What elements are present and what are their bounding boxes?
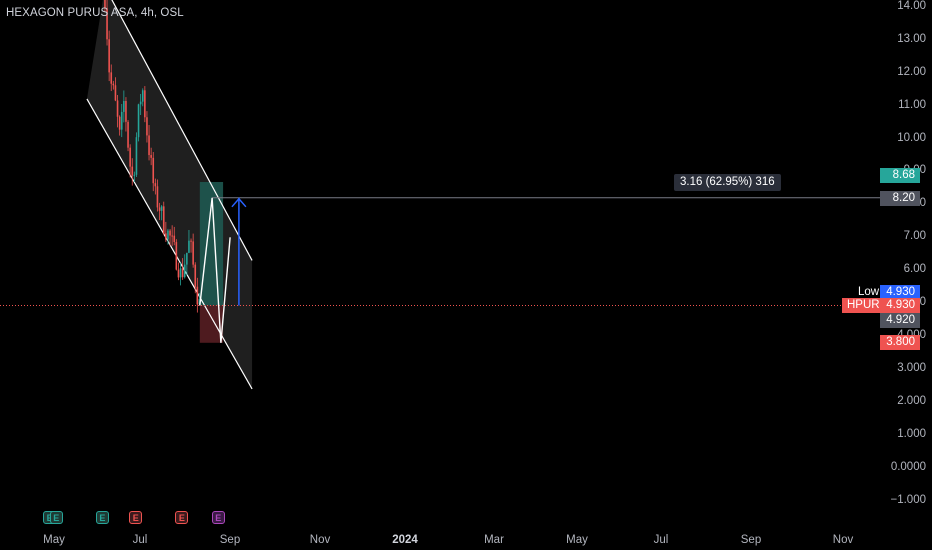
candle-body xyxy=(196,286,199,305)
cur-price-tag: 4.920 xyxy=(880,313,920,329)
candle-body xyxy=(104,0,106,9)
earnings-event-icon[interactable]: E xyxy=(175,511,189,524)
candle-body xyxy=(192,241,194,265)
line-price-tag: 8.20 xyxy=(880,191,920,207)
x-tick-label: Jul xyxy=(132,534,148,546)
candle-body xyxy=(150,155,152,158)
candle-body xyxy=(146,117,148,136)
x-tick-label: Jul xyxy=(653,534,669,546)
candle-body xyxy=(194,264,197,287)
candle-body xyxy=(169,230,171,236)
earnings-event-icon[interactable]: E xyxy=(49,511,63,524)
candle-body xyxy=(181,268,184,278)
stop-zone xyxy=(199,305,224,343)
y-tick-label: 10.00 xyxy=(897,131,926,144)
stop-price-tag: 3.800 xyxy=(880,335,920,351)
candle-body xyxy=(106,8,108,40)
y-tick-label: 6.00 xyxy=(903,263,926,276)
candle-body xyxy=(175,242,178,270)
earnings-event-icon[interactable]: E xyxy=(211,511,225,524)
y-tick-label: 12.00 xyxy=(897,65,926,78)
candle-body xyxy=(186,252,188,265)
candle-body xyxy=(112,83,115,86)
measure-arrow-head xyxy=(231,197,247,208)
candles xyxy=(104,0,201,313)
candle-body xyxy=(139,101,142,105)
candle-body xyxy=(183,264,186,278)
y-tick-label: 2.000 xyxy=(897,395,926,408)
y-tick-label: 7.00 xyxy=(903,230,926,243)
candle-body xyxy=(120,111,123,130)
candle-body xyxy=(173,235,176,243)
candle-body xyxy=(165,233,167,240)
x-tick-label: Nov xyxy=(309,534,331,546)
earnings-event-icon[interactable]: E xyxy=(95,511,109,524)
y-tick-label: −1.000 xyxy=(890,493,927,506)
candle-body xyxy=(141,90,144,102)
last-price-tag: 4.930 xyxy=(880,298,920,314)
measure-label: 3.16 (62.95%) 316 xyxy=(674,174,781,191)
x-tick-label: 2024 xyxy=(392,534,418,546)
last-prefix-tag: HPUR xyxy=(842,298,885,314)
candle-body xyxy=(177,269,180,278)
candle-body xyxy=(118,116,121,130)
y-tick-label: 11.00 xyxy=(898,98,926,111)
x-tick-label: Sep xyxy=(219,534,241,546)
candle-body xyxy=(131,166,134,176)
candle-body xyxy=(127,121,129,148)
candle-body xyxy=(125,100,127,122)
candle-body xyxy=(110,72,113,84)
channel-lower-line xyxy=(86,98,253,390)
candle-body xyxy=(137,104,140,138)
y-tick-label: 0.0000 xyxy=(890,461,926,473)
x-tick-label: May xyxy=(566,534,588,546)
low-prefix-tag: Low xyxy=(858,286,880,299)
candle-body xyxy=(144,90,146,118)
x-tick-label: Mar xyxy=(484,534,504,546)
candle-body xyxy=(160,206,163,211)
candle-body xyxy=(108,39,110,73)
y-tick-label: 1.000 xyxy=(897,428,926,441)
candle-body xyxy=(152,157,155,184)
candle-body xyxy=(129,147,131,167)
candle-body xyxy=(148,135,150,156)
x-tick-label: Sep xyxy=(740,534,762,546)
candle-body xyxy=(171,235,173,237)
target-price-tag: 8.68 xyxy=(880,168,920,184)
candle-body xyxy=(123,100,125,112)
candle-body xyxy=(114,85,117,101)
y-tick-label: 3.000 xyxy=(897,362,926,375)
candle-body xyxy=(156,186,159,208)
candle-body xyxy=(179,268,182,278)
candle-body xyxy=(190,240,192,242)
candle-body xyxy=(133,174,136,176)
low-price-tag: 4.930 xyxy=(880,285,920,301)
candle-body xyxy=(154,183,157,187)
x-tick-label: Nov xyxy=(832,534,854,546)
earnings-event-icon[interactable]: E xyxy=(129,511,143,524)
candle-body xyxy=(167,230,169,240)
candle-body xyxy=(158,207,161,211)
channel-fill xyxy=(86,0,253,389)
symbol-title[interactable]: HEXAGON PURUS ASA, 4h, OSL xyxy=(6,7,184,19)
channel-upper-line xyxy=(111,0,253,261)
candle-body xyxy=(116,100,119,117)
candle-body xyxy=(198,298,201,305)
x-tick-label: May xyxy=(43,534,65,546)
candle-body xyxy=(162,206,165,234)
y-tick-label: 13.00 xyxy=(897,32,926,45)
candle-body xyxy=(135,137,138,175)
y-tick-label: 14.00 xyxy=(897,0,926,12)
projection-path xyxy=(199,197,231,343)
candle-body xyxy=(188,240,190,253)
